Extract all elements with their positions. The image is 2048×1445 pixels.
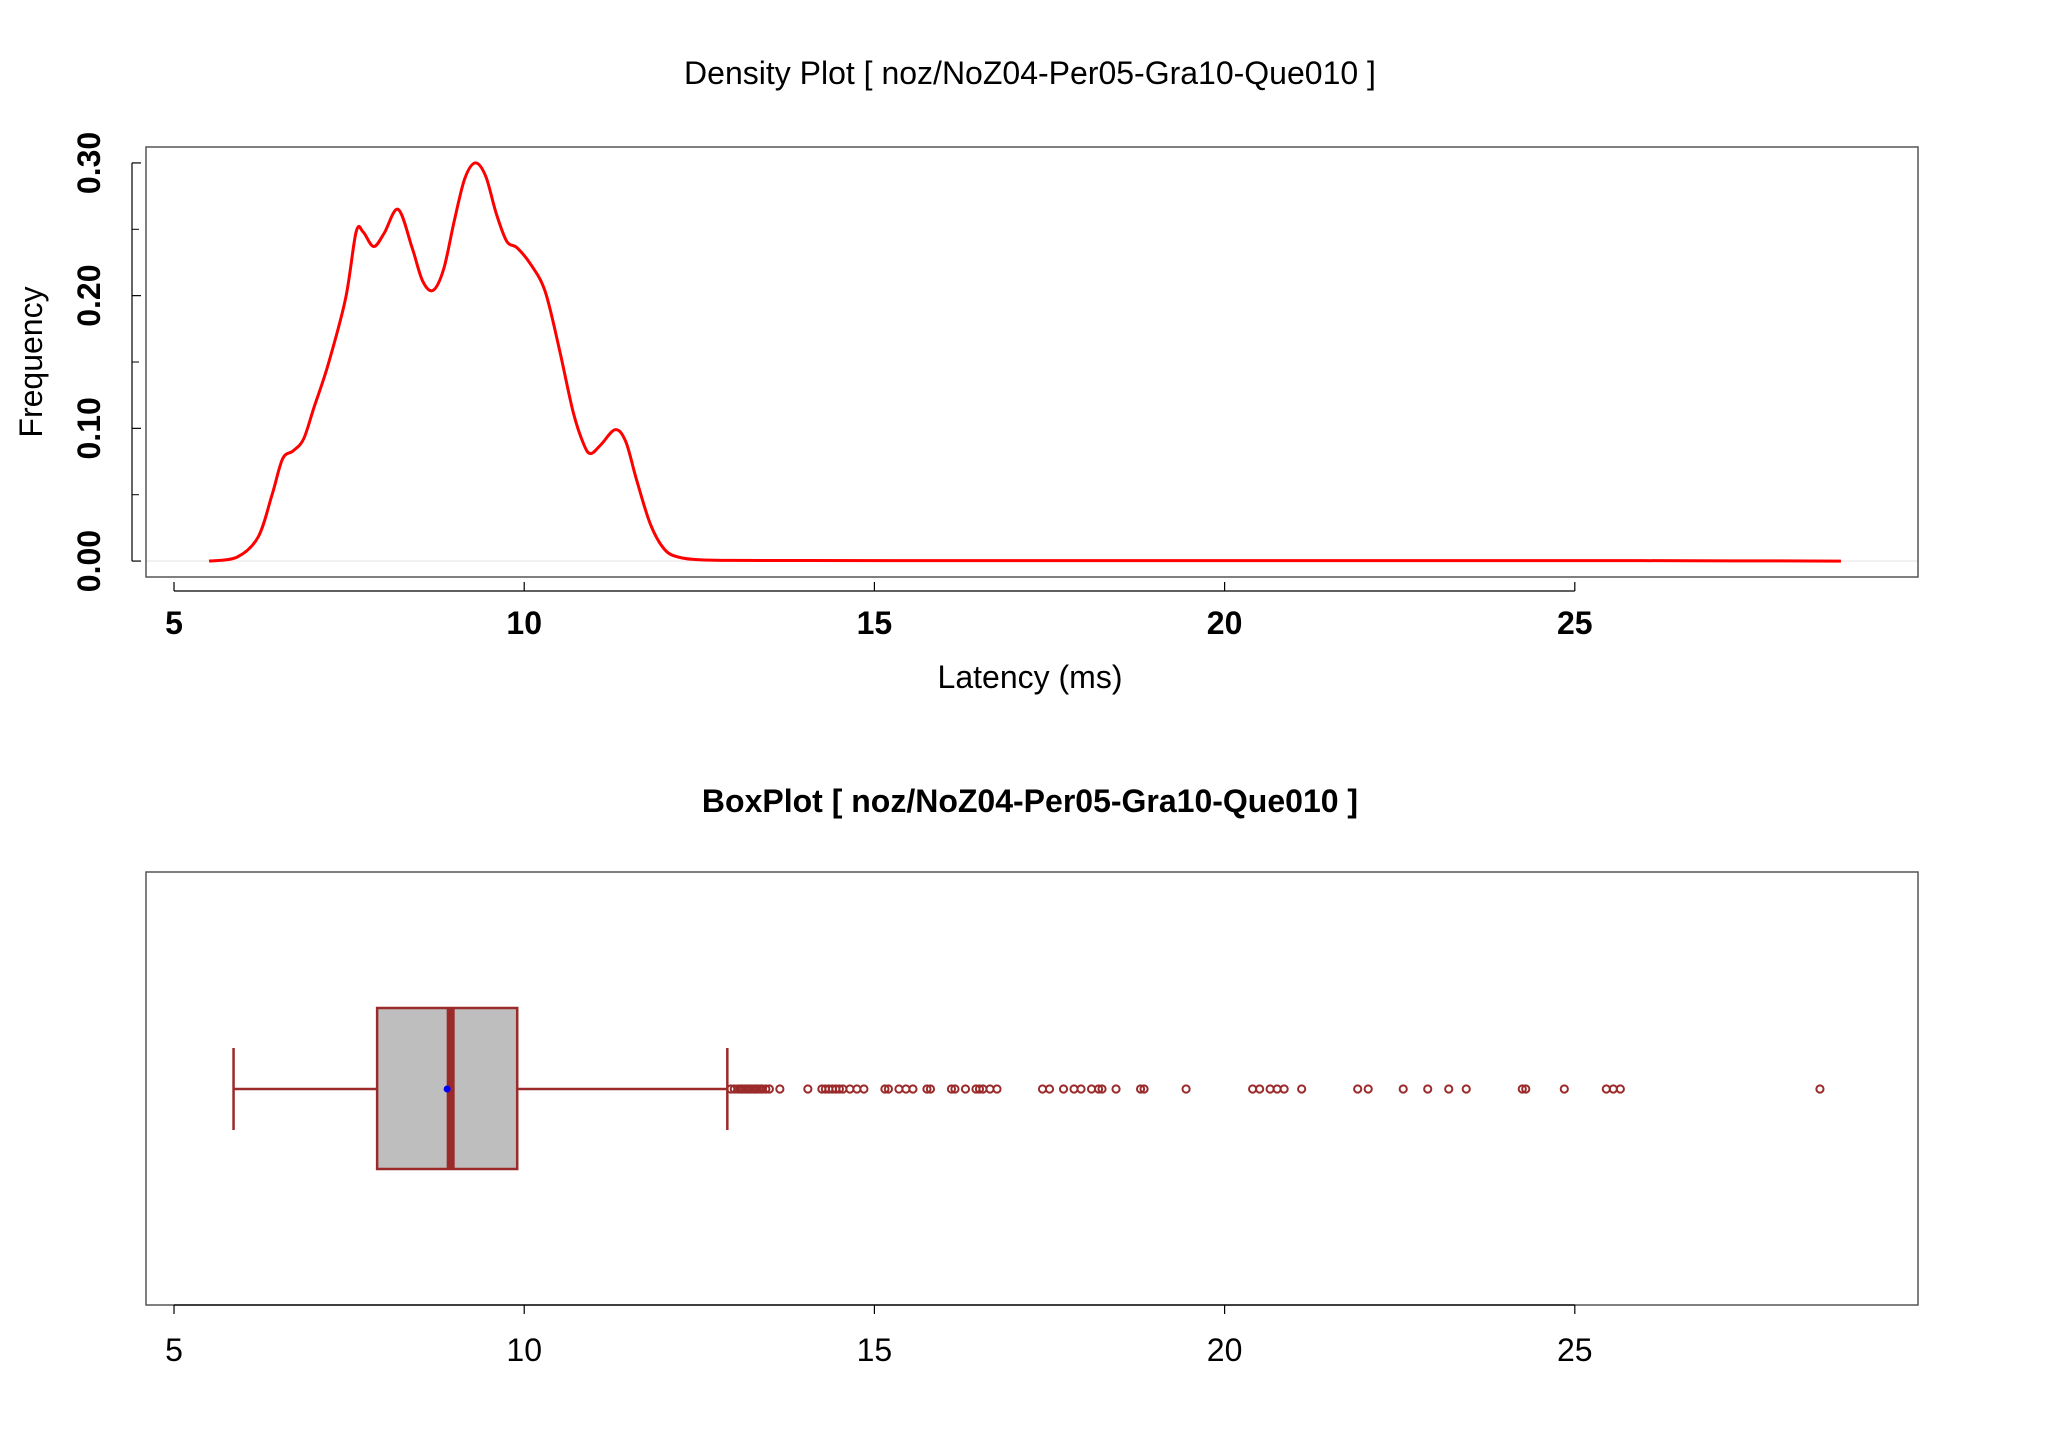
outlier-point [1058, 1084, 1069, 1094]
outlier-point [1559, 1084, 1569, 1094]
mean-marker [443, 1085, 451, 1093]
x-axis-label: Latency (ms) [938, 659, 1123, 695]
outlier-point [775, 1084, 785, 1094]
outlier-point [1815, 1084, 1825, 1094]
y-tick-label: 0.20 [71, 265, 107, 327]
outlier-point [922, 1084, 932, 1094]
y-tick-label: 0.30 [71, 132, 107, 194]
outlier-point [1135, 1084, 1146, 1094]
outlier-point [1097, 1084, 1107, 1094]
outlier-point [859, 1084, 869, 1094]
x-tick-label: 25 [1557, 605, 1593, 641]
outlier-point [1076, 1084, 1086, 1094]
outlier-point [1111, 1084, 1121, 1094]
outlier-point [974, 1084, 985, 1094]
outlier-point [1517, 1084, 1527, 1094]
x-tick-label: 5 [165, 1332, 183, 1368]
density-plot-title: Density Plot [ noz/NoZ04-Per05-Gra10-Que… [684, 55, 1376, 91]
outlier-point [761, 1084, 771, 1094]
outlier-point [1444, 1084, 1454, 1094]
outlier-point [1423, 1084, 1433, 1094]
outlier-point [1279, 1084, 1289, 1094]
outlier-point [946, 1084, 957, 1094]
outlier-point [880, 1084, 890, 1094]
density-curve [208, 161, 1841, 563]
outlier-point [1461, 1084, 1471, 1094]
outlier-point [925, 1084, 936, 1094]
x-tick-label: 25 [1557, 1332, 1593, 1368]
x-tick-label: 10 [506, 605, 542, 641]
plot-frame [145, 146, 1919, 578]
outlier-point [1297, 1084, 1307, 1094]
x-tick-label: 15 [857, 605, 893, 641]
x-tick-label: 10 [506, 1332, 542, 1368]
outlier-point [834, 1084, 844, 1094]
outlier-point [950, 1084, 960, 1094]
outlier-point [1353, 1084, 1363, 1094]
outlier-point [1363, 1084, 1373, 1094]
y-tick-label: 0.00 [71, 530, 107, 592]
outlier-point [883, 1084, 894, 1094]
outlier-point [1615, 1084, 1625, 1094]
x-tick-label: 20 [1207, 1332, 1243, 1368]
x-tick-label: 15 [857, 1332, 893, 1368]
outlier-point [1398, 1084, 1408, 1094]
outlier-point [1044, 1084, 1055, 1094]
x-tick-label: 5 [165, 605, 183, 641]
outlier-point [1255, 1084, 1265, 1094]
density-plot-panel: Density Plot [ noz/NoZ04-Per05-Gra10-Que… [13, 55, 1919, 695]
outlier-point [764, 1084, 774, 1094]
outlier-point [1093, 1084, 1104, 1094]
y-axis-label: Frequency [13, 286, 49, 437]
x-tick-label: 20 [1207, 605, 1243, 641]
outlier-point [1181, 1084, 1191, 1094]
outlier-point [992, 1084, 1002, 1094]
y-tick-label: 0.10 [71, 397, 107, 459]
box-plot-title: BoxPlot [ noz/NoZ04-Per05-Gra10-Que010 ] [702, 783, 1358, 819]
outlier-point [803, 1084, 813, 1094]
outlier-point [960, 1084, 971, 1094]
outlier-point [1521, 1084, 1531, 1094]
outlier-point [908, 1084, 918, 1094]
box-plot-panel: BoxPlot [ noz/NoZ04-Per05-Gra10-Que010 ]… [145, 783, 1919, 1368]
outlier-point [1139, 1084, 1149, 1094]
